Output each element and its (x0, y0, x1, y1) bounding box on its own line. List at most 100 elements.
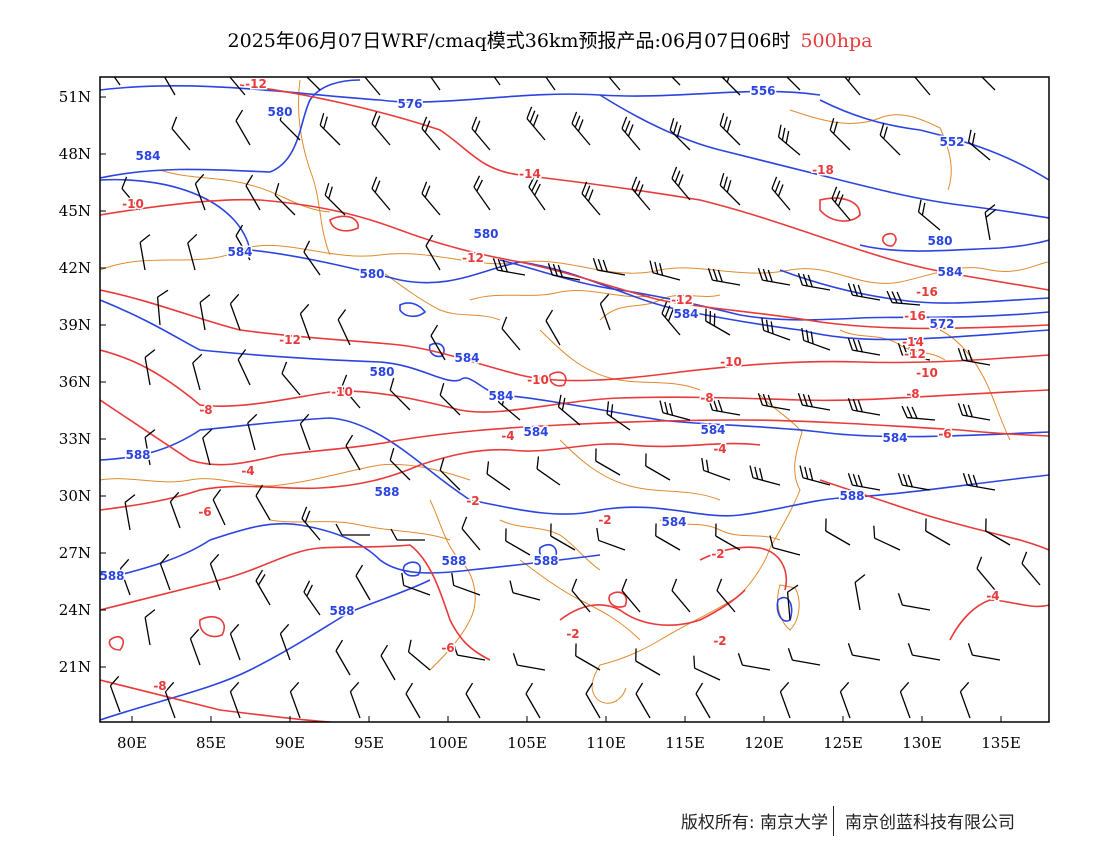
lat-label: 42N (59, 259, 91, 277)
wind-barb (635, 682, 651, 719)
wind-barb (492, 258, 526, 276)
temperature-contour (239, 84, 1049, 291)
wind-barb (229, 623, 241, 661)
wind-barb (984, 204, 997, 241)
lon-label: 135E (981, 734, 1021, 752)
wind-barb (389, 447, 411, 481)
lon-label: 95E (354, 734, 384, 752)
title-main: 2025年06月07日WRF/cmaq模式36km预报产品:06月07日06时 (227, 30, 791, 52)
wind-barb (897, 343, 931, 361)
wind-barb (202, 428, 213, 466)
border-line (939, 329, 1011, 441)
wind-barb (335, 523, 370, 536)
axis-ticks (100, 96, 1002, 722)
temperature-label: -12 (671, 293, 693, 307)
wind-barb (337, 309, 351, 346)
wind-barb (119, 558, 131, 596)
wind-barb (279, 623, 291, 661)
lat-label: 33N (59, 430, 91, 448)
wind-barb (301, 506, 321, 541)
footer: 版权所有: 南京大学 南京创蓝科技有限公司 (0, 806, 1100, 840)
wind-barb (144, 609, 156, 646)
wind-barb (974, 77, 996, 91)
wind-barb (925, 518, 951, 546)
temperature-contour (559, 589, 746, 626)
wind-barb (719, 112, 741, 146)
wind-barb (777, 124, 801, 156)
wind-barb (124, 494, 136, 531)
lon-label: 110E (586, 734, 626, 752)
wind-barb (355, 564, 371, 601)
height-contour (399, 302, 427, 318)
wind-barb (380, 644, 396, 681)
border-line (100, 244, 791, 274)
wind-barb (779, 77, 801, 91)
wind-barb (585, 682, 601, 719)
wind-barb (897, 473, 931, 491)
height-label: 584 (488, 389, 513, 403)
wind-barb (164, 681, 176, 719)
lon-label: 125E (823, 734, 863, 752)
temperature-label: -16 (916, 285, 938, 299)
height-contour (100, 79, 361, 179)
temperature-contour (548, 371, 567, 387)
height-contour (859, 239, 1049, 252)
temperature-label: -6 (441, 641, 454, 655)
wind-barb (661, 301, 681, 336)
wind-barb (430, 324, 446, 361)
wind-barb (707, 268, 741, 286)
wind-barb (390, 528, 425, 541)
temperature-contour (199, 616, 225, 638)
height-label: 588 (533, 554, 558, 568)
wind-barb (187, 233, 198, 271)
temperature-contour-labels: -12 -10 -14 -16 -12 -12 -12 -10 -10 -8 -10 -8 -4 -2 -2… (121, 76, 1002, 695)
wind-barb (847, 643, 881, 661)
wind-barb (525, 682, 541, 719)
wind-barb (169, 491, 181, 529)
height-label: 584 (673, 307, 698, 321)
wind-barb (452, 643, 486, 661)
wind-barb (247, 413, 258, 451)
wind-barb (497, 389, 521, 421)
wind-barb (545, 309, 561, 346)
wind-barb (797, 393, 831, 411)
wind-barb (957, 348, 991, 366)
wind-barb (701, 457, 731, 481)
wind-barb (799, 465, 831, 486)
height-label: 584 (661, 515, 686, 529)
wind-barb (451, 572, 481, 596)
temperature-label: -8 (700, 391, 713, 405)
wind-barb (959, 681, 971, 719)
wind-barb (645, 453, 671, 481)
wind-barb (907, 643, 941, 661)
wind-barb (421, 181, 441, 216)
wind-barb (719, 172, 741, 206)
wind-barb (825, 518, 851, 546)
temperature-label: -14 (902, 335, 924, 349)
wind-barb (601, 77, 621, 91)
height-label: 584 (454, 351, 479, 365)
wind-barb (769, 535, 801, 556)
temperature-label: -12 (904, 347, 926, 361)
wind-barb (715, 523, 741, 551)
wind-barb (505, 528, 531, 556)
temperature-label: -2 (566, 627, 579, 641)
wind-barb (245, 174, 261, 211)
lat-label: 24N (59, 601, 91, 619)
temperature-label: -4 (713, 442, 726, 456)
wind-barb (606, 401, 631, 431)
wind-barb (671, 578, 691, 613)
wind-barb (421, 116, 441, 151)
temperature-contour (819, 197, 861, 222)
temperature-label: -10 (916, 366, 938, 380)
temperature-contour (100, 544, 491, 661)
height-label: 580 (359, 267, 384, 281)
temperature-label: -18 (812, 163, 834, 177)
wind-barb (693, 655, 721, 681)
border-line (559, 439, 721, 501)
wind-barb (405, 682, 421, 719)
border-line (839, 329, 946, 361)
height-label: 576 (397, 97, 422, 111)
wind-barb (299, 303, 311, 341)
temperature-contour (100, 198, 1049, 330)
